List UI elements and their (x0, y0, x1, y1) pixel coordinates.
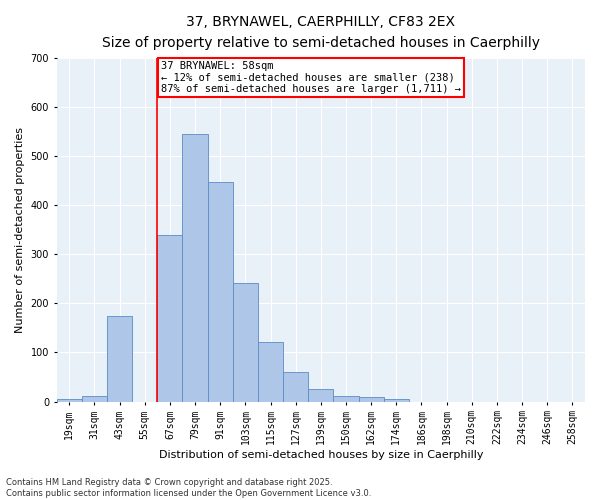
Bar (384, 398, 409, 402)
Bar (233, 282, 258, 402)
Y-axis label: Number of semi-detached properties: Number of semi-detached properties (15, 126, 25, 332)
Bar (56, 399, 82, 402)
Bar (283, 372, 308, 402)
Bar (208, 182, 233, 402)
Bar (308, 390, 334, 402)
Bar (258, 342, 283, 402)
Text: Contains HM Land Registry data © Crown copyright and database right 2025.
Contai: Contains HM Land Registry data © Crown c… (6, 478, 371, 498)
Text: 37 BRYNAWEL: 58sqm
← 12% of semi-detached houses are smaller (238)
87% of semi-d: 37 BRYNAWEL: 58sqm ← 12% of semi-detache… (161, 61, 461, 94)
Bar (182, 134, 208, 402)
Bar (359, 396, 384, 402)
Bar (107, 316, 132, 402)
X-axis label: Distribution of semi-detached houses by size in Caerphilly: Distribution of semi-detached houses by … (158, 450, 483, 460)
Bar (334, 396, 359, 402)
Bar (157, 234, 182, 402)
Title: 37, BRYNAWEL, CAERPHILLY, CF83 2EX
Size of property relative to semi-detached ho: 37, BRYNAWEL, CAERPHILLY, CF83 2EX Size … (102, 15, 540, 50)
Bar (82, 396, 107, 402)
